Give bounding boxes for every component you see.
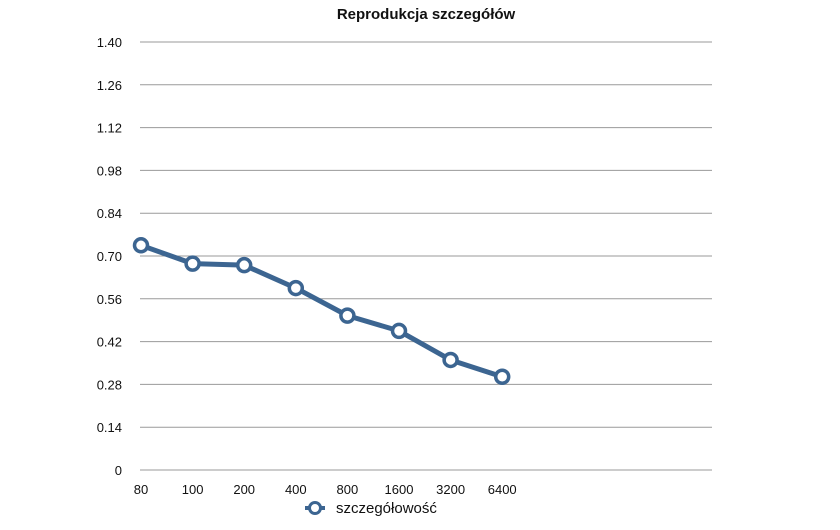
y-tick-label: 1.40 [97, 35, 122, 50]
y-tick-label: 0.84 [97, 206, 122, 221]
series-layer [132, 237, 511, 386]
x-tick-label: 3200 [436, 482, 465, 497]
data-point [287, 279, 305, 297]
data-point [184, 255, 201, 272]
legend-marker [308, 501, 322, 515]
data-point [339, 307, 356, 324]
series-line [138, 242, 505, 380]
data-point [235, 256, 253, 274]
x-tick-label: 1600 [385, 482, 414, 497]
x-tick-label: 100 [182, 482, 204, 497]
data-point [390, 322, 408, 340]
y-tick-label: 1.26 [97, 78, 122, 93]
x-tick-label: 800 [337, 482, 359, 497]
y-tick-label: 0.98 [97, 163, 122, 178]
y-tick-label: 0.28 [97, 377, 122, 392]
x-axis-ticks: 80 100 200 400 800 1600 3200 6400 [134, 482, 517, 497]
y-axis-ticks: 0 0.14 0.28 0.42 0.56 0.70 0.84 0.98 1.12 1.26 1.4… [97, 35, 122, 478]
y-tick-label: 1.12 [97, 121, 122, 136]
y-tick-label: 0.56 [97, 292, 122, 307]
x-tick-label: 6400 [488, 482, 517, 497]
legend-label: szczegółowość [336, 500, 437, 517]
data-point [132, 237, 150, 254]
chart-title: Reprodukcja szczegółów [337, 6, 516, 23]
legend: szczegółowość [305, 500, 437, 517]
y-tick-label: 0.70 [97, 249, 122, 264]
x-tick-label: 80 [134, 482, 148, 497]
x-tick-label: 400 [285, 482, 307, 497]
data-point [493, 368, 511, 386]
y-tick-label: 0.42 [97, 335, 122, 350]
y-tick-label: 0.14 [97, 420, 122, 435]
y-tick-label: 0 [115, 463, 122, 478]
data-point [442, 351, 459, 369]
x-tick-label: 200 [233, 482, 255, 497]
grid-lines [140, 41, 712, 471]
